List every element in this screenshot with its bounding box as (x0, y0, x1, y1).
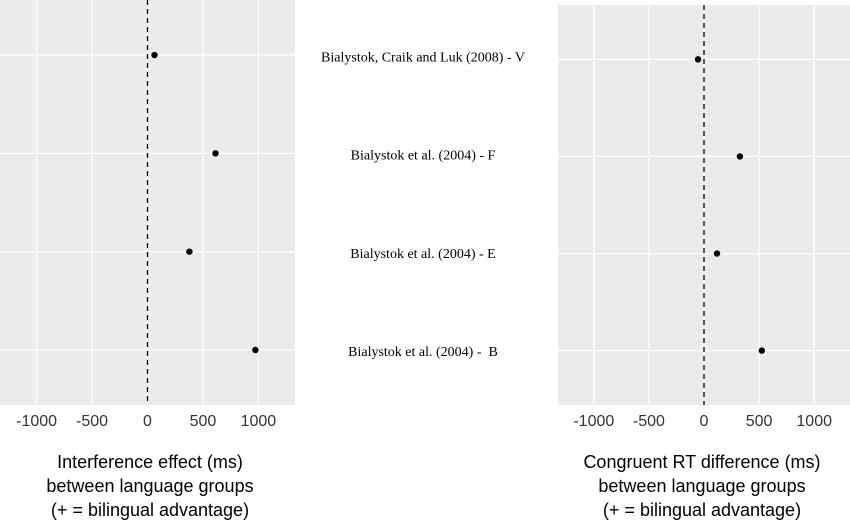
x-tick-label: -1000 (16, 413, 57, 430)
x-tick-label: -500 (76, 413, 108, 430)
data-point (252, 346, 259, 354)
x-axis-title: between language groups (598, 476, 805, 496)
x-axis-title: (+ = bilingual advantage) (51, 500, 249, 520)
category-label: Bialystok, Craik and Luk (2008) - V (321, 50, 525, 65)
x-axis-title: Interference effect (ms) (57, 452, 243, 472)
x-tick-label: 0 (700, 413, 709, 430)
x-tick-label: 1000 (796, 413, 832, 430)
category-label: Bialystok et al. (2004) - B (348, 345, 498, 360)
data-point (151, 51, 158, 59)
x-tick-label: -500 (633, 413, 665, 430)
data-point (186, 248, 193, 255)
x-axis-title: between language groups (46, 476, 253, 496)
category-label: Bialystok et al. (2004) - F (351, 149, 496, 164)
x-tick-label: 0 (143, 413, 152, 430)
data-point (713, 250, 721, 257)
x-tick-label: -1000 (573, 413, 614, 430)
x-axis-title: (+ = bilingual advantage) (603, 500, 801, 520)
x-tick-label: 500 (190, 413, 217, 430)
x-tick-label: 500 (746, 413, 773, 430)
data-point (758, 347, 766, 354)
x-axis-title: Congruent RT difference (ms) (583, 452, 820, 472)
data-point (212, 150, 219, 157)
data-point (694, 56, 702, 63)
x-tick-label: 1000 (241, 413, 277, 430)
data-point (736, 153, 744, 160)
category-label: Bialystok et al. (2004) - E (350, 247, 495, 262)
